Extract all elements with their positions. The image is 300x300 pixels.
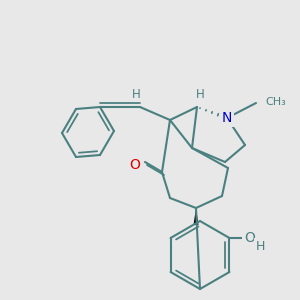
Text: CH₃: CH₃	[265, 97, 286, 107]
Text: O: O	[244, 231, 255, 245]
Text: N: N	[222, 111, 232, 125]
Text: O: O	[244, 231, 255, 245]
Text: O: O	[130, 158, 140, 172]
Text: O: O	[130, 158, 140, 172]
Text: N: N	[222, 111, 232, 125]
Polygon shape	[194, 208, 199, 225]
Text: H: H	[196, 88, 204, 101]
Text: H: H	[196, 88, 204, 101]
Text: CH₃: CH₃	[266, 98, 287, 108]
Text: H: H	[257, 239, 266, 253]
Text: H: H	[256, 241, 265, 254]
Text: H: H	[130, 88, 140, 100]
Text: H: H	[132, 88, 140, 100]
